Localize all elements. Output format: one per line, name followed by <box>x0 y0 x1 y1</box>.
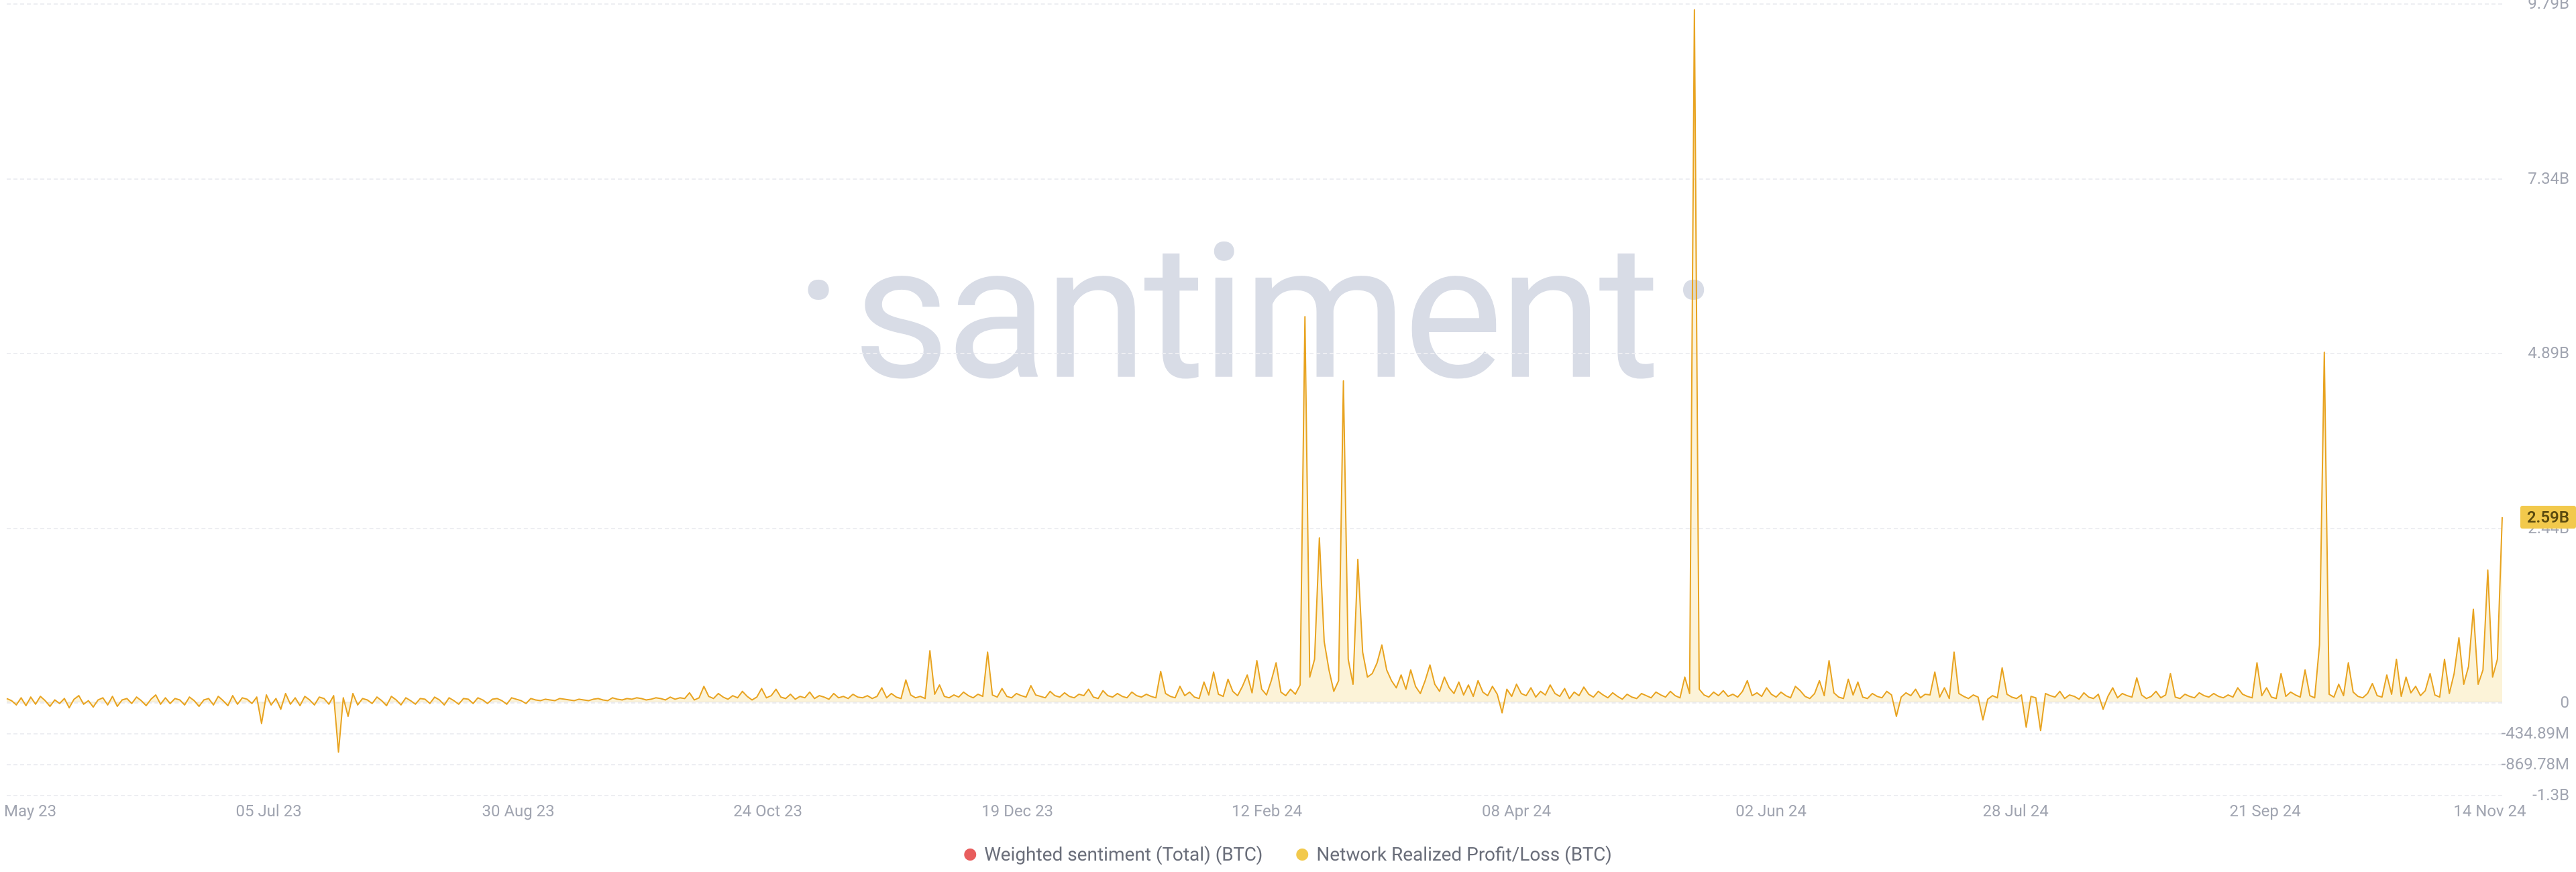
y-axis-label: -1.3B <box>2532 785 2569 804</box>
y-axis: 9.79B7.34B4.89B2.44B0-434.89M-869.78M-1.… <box>2509 3 2576 795</box>
y-axis-label: 4.89B <box>2528 343 2569 362</box>
x-axis: 11 May 2305 Jul 2330 Aug 2324 Oct 2319 D… <box>7 802 2502 822</box>
y-axis-label: 9.79B <box>2528 0 2569 13</box>
legend-swatch <box>1296 849 1308 861</box>
x-axis-label: 12 Feb 24 <box>1232 802 1302 820</box>
y-axis-label: -869.78M <box>2502 755 2569 773</box>
x-axis-label: 14 Nov 24 <box>2453 802 2526 820</box>
y-axis-label: -434.89M <box>2502 724 2569 743</box>
legend-label: Weighted sentiment (Total) (BTC) <box>984 843 1263 865</box>
x-axis-label: 30 Aug 23 <box>482 802 555 820</box>
x-axis-label: 28 Jul 24 <box>1983 802 2049 820</box>
chart-container: ·santiment· 9.79B7.34B4.89B2.44B0-434.89… <box>0 0 2576 872</box>
legend: Weighted sentiment (Total) (BTC) Network … <box>964 843 1611 865</box>
y-axis-label: 7.34B <box>2528 169 2569 188</box>
x-axis-label: 21 Sep 24 <box>2229 802 2300 820</box>
x-axis-label: 11 May 23 <box>0 802 56 820</box>
legend-swatch <box>964 849 976 861</box>
series-area <box>7 10 2502 753</box>
current-value-badge: 2.59B <box>2520 506 2576 529</box>
plot-area[interactable]: ·santiment· <box>7 3 2502 795</box>
x-axis-label: 19 Dec 23 <box>981 802 1053 820</box>
series-line <box>7 10 2502 753</box>
gridline <box>7 795 2502 796</box>
x-axis-label: 05 Jul 23 <box>236 802 302 820</box>
x-axis-label: 02 Jun 24 <box>1735 802 1807 820</box>
chart-svg <box>7 3 2502 795</box>
x-axis-label: 24 Oct 23 <box>733 802 802 820</box>
x-axis-label: 08 Apr 24 <box>1482 802 1551 820</box>
y-axis-label: 0 <box>2561 693 2570 712</box>
legend-label: Network Realized Profit/Loss (BTC) <box>1316 843 1611 865</box>
legend-item[interactable]: Network Realized Profit/Loss (BTC) <box>1296 843 1611 865</box>
legend-item[interactable]: Weighted sentiment (Total) (BTC) <box>964 843 1263 865</box>
